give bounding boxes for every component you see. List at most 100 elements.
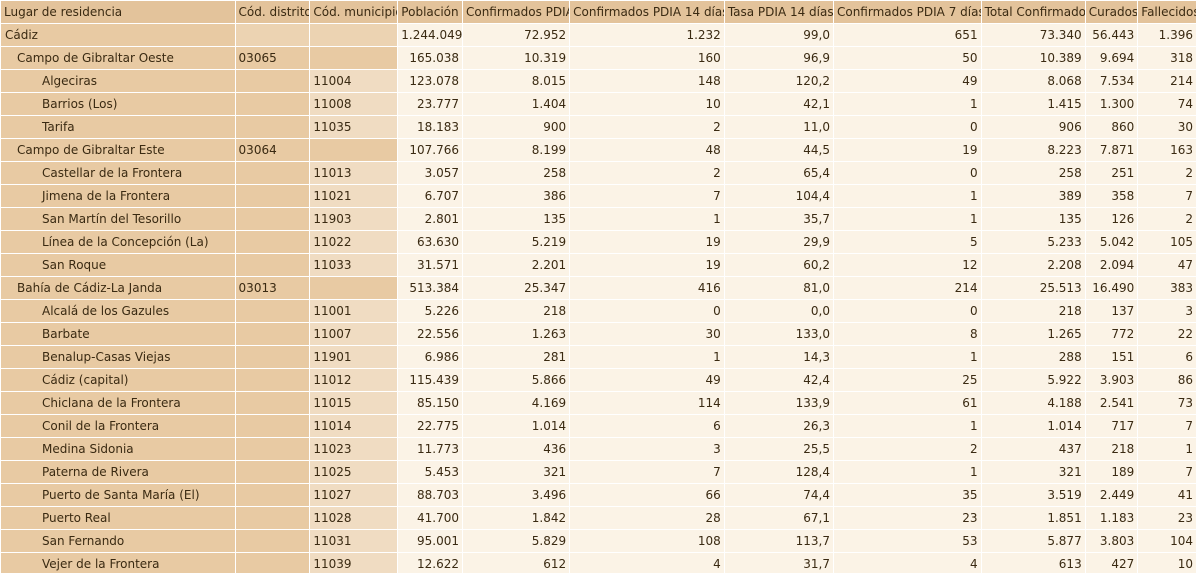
cell-cod-distrito — [235, 208, 310, 230]
cell-fallecidos: 41 — [1138, 484, 1196, 506]
cell-total-confirmados: 1.265 — [981, 323, 1085, 345]
cell-confirmados-pdia-7: 0 — [833, 116, 981, 138]
cell-tasa-pdia-14: 81,0 — [724, 277, 833, 299]
cell-confirmados-pdia: 5.866 — [462, 369, 570, 391]
cell-confirmados-pdia: 5.219 — [462, 231, 570, 253]
cell-fallecidos: 318 — [1138, 47, 1196, 69]
header-curados[interactable]: Curados — [1085, 1, 1138, 23]
table-row: San Roque 11033 31.571 2.201 19 60,2 12 2.208 2.… — [1, 254, 1196, 276]
header-lugar[interactable]: Lugar de residencia — [1, 1, 235, 23]
cell-poblacion: 95.001 — [398, 530, 462, 552]
cell-poblacion: 2.801 — [398, 208, 462, 230]
cell-tasa-pdia-14: 104,4 — [724, 185, 833, 207]
cell-confirmados-pdia-14: 108 — [570, 530, 724, 552]
cell-confirmados-pdia-7: 53 — [833, 530, 981, 552]
cell-total-confirmados: 906 — [981, 116, 1085, 138]
cell-lugar: San Fernando — [1, 530, 235, 552]
cell-cod-municipio: 11901 — [310, 346, 398, 368]
cell-lugar: Barrios (Los) — [1, 93, 235, 115]
cell-curados: 2.094 — [1085, 254, 1138, 276]
cell-total-confirmados: 73.340 — [981, 24, 1085, 46]
table-row: Barrios (Los) 11008 23.777 1.404 10 42,1 1 1.41… — [1, 93, 1196, 115]
cell-confirmados-pdia-14: 160 — [570, 47, 724, 69]
cell-total-confirmados: 1.014 — [981, 415, 1085, 437]
cell-confirmados-pdia-7: 1 — [833, 93, 981, 115]
cell-total-confirmados: 5.233 — [981, 231, 1085, 253]
table-row: Chiclana de la Frontera 11015 85.150 4.169 1… — [1, 392, 1196, 414]
cell-confirmados-pdia: 281 — [462, 346, 570, 368]
cell-poblacion: 5.226 — [398, 300, 462, 322]
cell-cod-municipio: 11012 — [310, 369, 398, 391]
cell-confirmados-pdia-14: 28 — [570, 507, 724, 529]
cell-confirmados-pdia-7: 8 — [833, 323, 981, 345]
cell-cod-distrito — [235, 553, 310, 573]
cell-poblacion: 3.057 — [398, 162, 462, 184]
cell-confirmados-pdia-14: 7 — [570, 185, 724, 207]
cell-tasa-pdia-14: 113,7 — [724, 530, 833, 552]
cell-tasa-pdia-14: 35,7 — [724, 208, 833, 230]
cell-confirmados-pdia-14: 416 — [570, 277, 724, 299]
cell-fallecidos: 2 — [1138, 162, 1196, 184]
header-poblacion[interactable]: Población — [398, 1, 462, 23]
table-row: Puerto de Santa María (El) 11027 88.703 3.4… — [1, 484, 1196, 506]
header-cod-municipio[interactable]: Cód. municipio — [310, 1, 398, 23]
cell-cod-municipio: 11022 — [310, 231, 398, 253]
cell-fallecidos: 47 — [1138, 254, 1196, 276]
cell-confirmados-pdia-14: 0 — [570, 300, 724, 322]
table-row: Conil de la Frontera 11014 22.775 1.014 6 26,… — [1, 415, 1196, 437]
cell-fallecidos: 7 — [1138, 415, 1196, 437]
header-tasa-pdia-14[interactable]: Tasa PDIA 14 días — [724, 1, 833, 23]
cell-fallecidos: 1.396 — [1138, 24, 1196, 46]
table-row: Campo de Gibraltar Oeste 03065 165.038 10.3… — [1, 47, 1196, 69]
cell-poblacion: 41.700 — [398, 507, 462, 529]
cell-confirmados-pdia-14: 48 — [570, 139, 724, 161]
header-cod-distrito[interactable]: Cód. distrito — [235, 1, 310, 23]
header-total-confirmados[interactable]: Total Confirmados — [981, 1, 1085, 23]
header-fallecidos[interactable]: Fallecidos — [1138, 1, 1196, 23]
cell-lugar: Benalup-Casas Viejas — [1, 346, 235, 368]
cell-confirmados-pdia-14: 19 — [570, 254, 724, 276]
header-confirmados-pdia-14[interactable]: Confirmados PDIA 14 días — [570, 1, 724, 23]
cell-confirmados-pdia: 436 — [462, 438, 570, 460]
cell-cod-municipio: 11007 — [310, 323, 398, 345]
table-row: Medina Sidonia 11023 11.773 436 3 25,5 2 437 218… — [1, 438, 1196, 460]
cell-total-confirmados: 4.188 — [981, 392, 1085, 414]
cell-total-confirmados: 258 — [981, 162, 1085, 184]
cell-poblacion: 22.775 — [398, 415, 462, 437]
cell-curados: 9.694 — [1085, 47, 1138, 69]
cell-lugar: Puerto Real — [1, 507, 235, 529]
cell-lugar: Línea de la Concepción (La) — [1, 231, 235, 253]
table-row: Algeciras 11004 123.078 8.015 148 120,2 49 8.06… — [1, 70, 1196, 92]
cell-cod-municipio: 11031 — [310, 530, 398, 552]
cell-poblacion: 18.183 — [398, 116, 462, 138]
cell-confirmados-pdia-14: 1 — [570, 208, 724, 230]
cell-curados: 189 — [1085, 461, 1138, 483]
cell-lugar: Medina Sidonia — [1, 438, 235, 460]
cell-confirmados-pdia: 25.347 — [462, 277, 570, 299]
cell-poblacion: 513.384 — [398, 277, 462, 299]
cell-cod-distrito — [235, 530, 310, 552]
cell-confirmados-pdia-7: 35 — [833, 484, 981, 506]
cell-curados: 427 — [1085, 553, 1138, 573]
table-row: Vejer de la Frontera 11039 12.622 612 4 31,7 4… — [1, 553, 1196, 573]
header-confirmados-pdia-7[interactable]: Confirmados PDIA 7 días — [833, 1, 981, 23]
table-row: Jimena de la Frontera 11021 6.707 386 7 104,4… — [1, 185, 1196, 207]
cell-confirmados-pdia-14: 6 — [570, 415, 724, 437]
cell-confirmados-pdia-7: 23 — [833, 507, 981, 529]
table-row: Cádiz 1.244.049 72.952 1.232 99,0 651 73.340 56… — [1, 24, 1196, 46]
cell-cod-distrito — [235, 507, 310, 529]
cell-cod-municipio: 11008 — [310, 93, 398, 115]
cell-poblacion: 165.038 — [398, 47, 462, 69]
table-row: San Fernando 11031 95.001 5.829 108 113,7 53 5.… — [1, 530, 1196, 552]
cell-fallecidos: 214 — [1138, 70, 1196, 92]
cell-curados: 251 — [1085, 162, 1138, 184]
cell-poblacion: 88.703 — [398, 484, 462, 506]
cell-confirmados-pdia: 5.829 — [462, 530, 570, 552]
cell-lugar: Algeciras — [1, 70, 235, 92]
cell-confirmados-pdia: 900 — [462, 116, 570, 138]
header-confirmados-pdia[interactable]: Confirmados PDIA — [462, 1, 570, 23]
cell-lugar: San Martín del Tesorillo — [1, 208, 235, 230]
cell-total-confirmados: 1.851 — [981, 507, 1085, 529]
cell-cod-municipio — [310, 277, 398, 299]
cell-confirmados-pdia: 218 — [462, 300, 570, 322]
